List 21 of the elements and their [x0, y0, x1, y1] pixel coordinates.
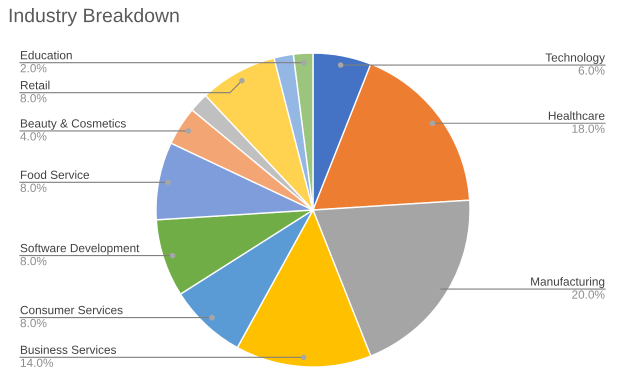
slice-label: Healthcare: [548, 111, 604, 120]
data-label: 2.0%: [20, 64, 46, 72]
slice-label: Business Services: [20, 345, 116, 354]
data-label: 4.0%: [20, 132, 46, 141]
data-label: 8.0%: [20, 318, 46, 328]
slice-label: Education: [20, 50, 72, 60]
slice-label: Manufacturing: [531, 277, 604, 288]
data-label: 8.0%: [20, 256, 46, 266]
slice-label: Retail: [20, 80, 50, 90]
data-label: 18.0%: [572, 124, 605, 133]
data-label: 14.0%: [20, 358, 54, 367]
slice-label: Technology: [546, 53, 605, 64]
slice-label: Food Service: [20, 170, 90, 180]
data-label: 8.0%: [20, 184, 46, 192]
slice-label: Software Development: [20, 244, 140, 255]
data-label: 6.0%: [578, 66, 605, 75]
slice-label: Beauty & Cosmetics: [20, 118, 126, 130]
chart-title: Industry Breakdown: [10, 8, 179, 26]
slice-label: Consumer Services: [20, 306, 123, 314]
data-label: 20.0%: [572, 290, 605, 299]
data-label: 8.0%: [20, 94, 46, 102]
